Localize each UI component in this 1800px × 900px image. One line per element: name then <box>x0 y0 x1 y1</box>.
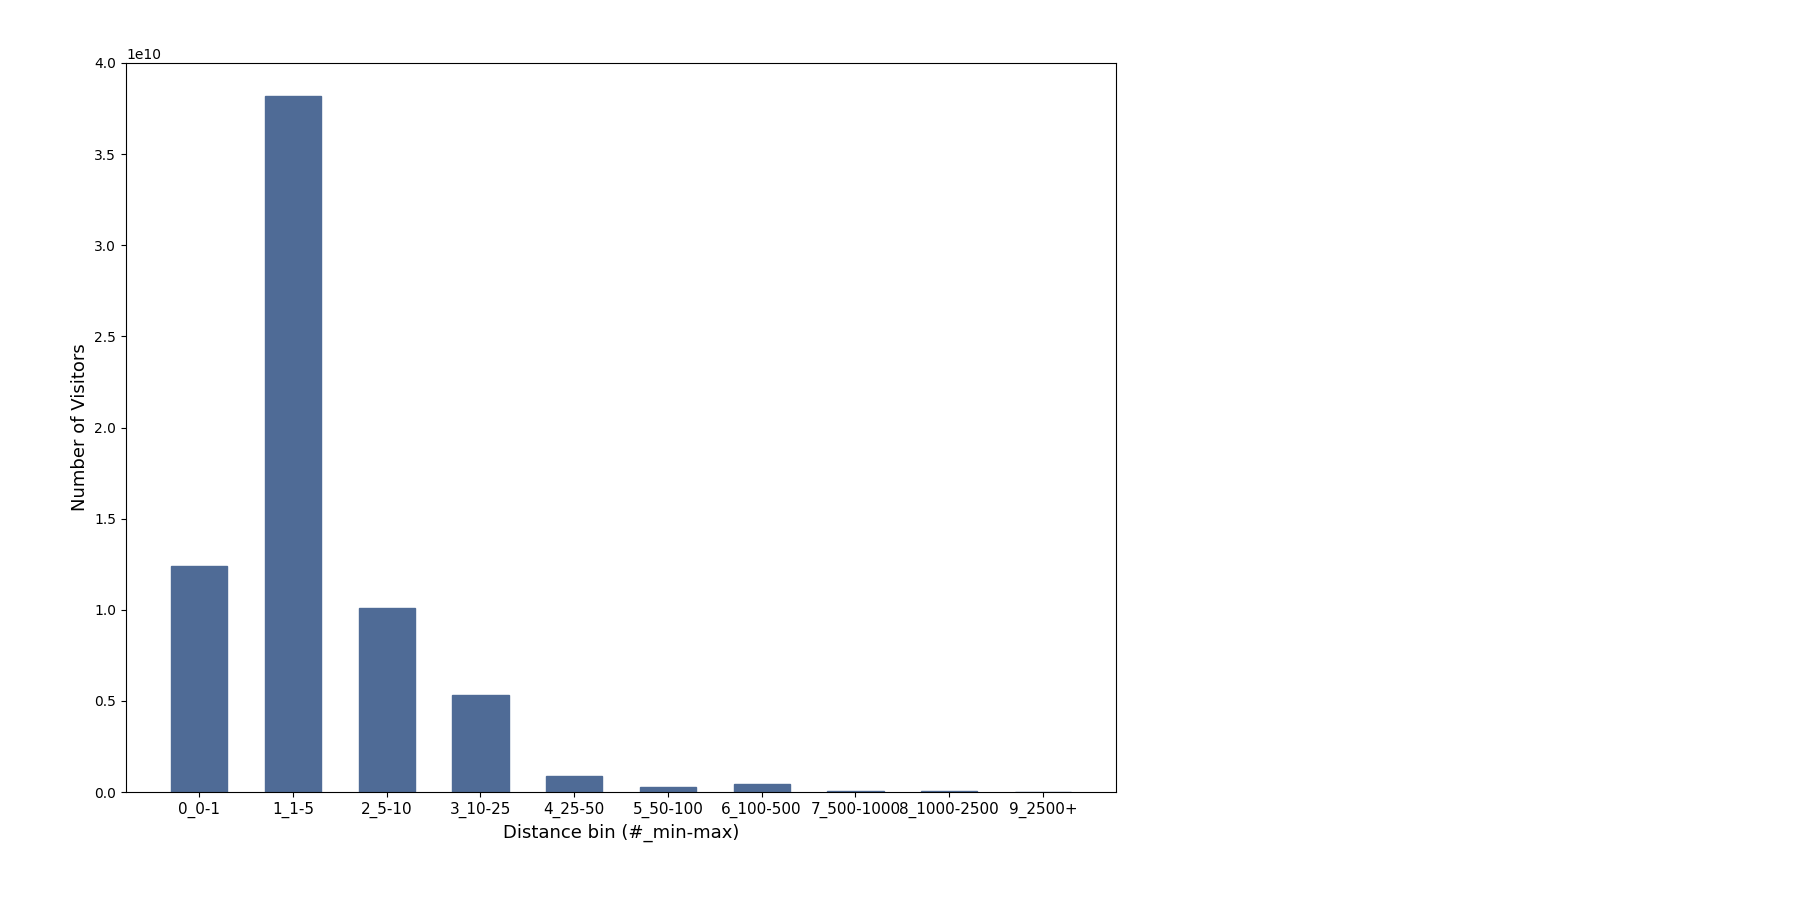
Bar <box>828 791 884 792</box>
Bar <box>922 790 977 792</box>
X-axis label: Distance bin (#_min-max): Distance bin (#_min-max) <box>502 824 740 842</box>
Bar <box>452 696 509 792</box>
Bar <box>265 95 320 792</box>
Y-axis label: Number of Visitors: Number of Visitors <box>70 344 88 511</box>
Bar <box>734 784 790 792</box>
Bar <box>171 566 227 792</box>
Bar <box>545 776 603 792</box>
Bar <box>358 608 414 792</box>
Bar <box>639 788 697 792</box>
